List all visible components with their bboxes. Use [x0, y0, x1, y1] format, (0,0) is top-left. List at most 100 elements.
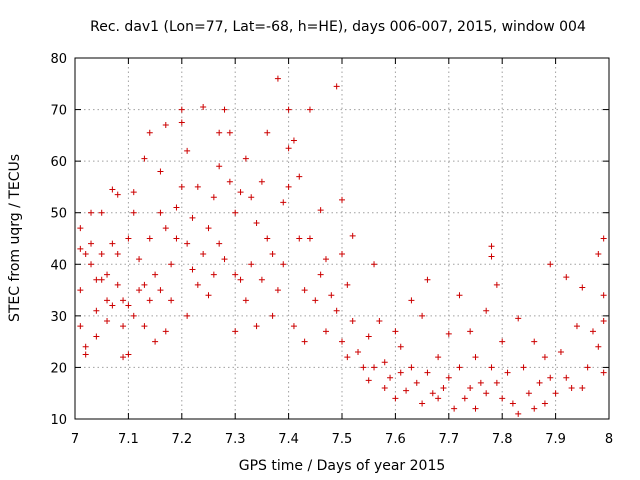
y-tick-label: 70: [50, 104, 67, 119]
data-point: [339, 250, 345, 257]
data-point: [109, 240, 116, 247]
data-point: [280, 199, 287, 206]
data-point: [365, 377, 372, 384]
data-point: [419, 400, 426, 407]
data-point: [141, 281, 148, 288]
data-point: [531, 338, 538, 345]
data-point: [120, 297, 127, 304]
data-point: [242, 155, 249, 162]
data-point: [595, 250, 602, 257]
data-point: [472, 354, 479, 361]
data-point: [88, 209, 95, 216]
data-point: [120, 354, 127, 361]
x-tick-label: 7.9: [545, 432, 566, 447]
data-point: [515, 315, 522, 322]
data-point: [365, 333, 372, 340]
data-point: [451, 405, 458, 412]
data-point: [109, 302, 116, 309]
x-tick-label: 7.2: [171, 432, 192, 447]
data-point: [595, 343, 602, 350]
data-point: [178, 183, 185, 190]
data-point: [333, 83, 340, 90]
y-tick-label: 40: [50, 258, 67, 273]
data-point: [125, 351, 132, 358]
data-point: [499, 338, 506, 345]
data-point: [339, 338, 345, 345]
data-point: [253, 323, 260, 330]
data-point: [435, 354, 442, 361]
y-tick-label: 20: [50, 361, 67, 376]
data-point: [77, 287, 84, 294]
data-point: [125, 302, 132, 309]
data-point: [130, 189, 137, 196]
data-point: [125, 235, 132, 242]
data-point: [541, 354, 548, 361]
data-point: [515, 410, 522, 417]
data-points: [77, 75, 607, 417]
data-point: [600, 292, 607, 299]
data-point: [392, 395, 399, 402]
data-point: [296, 235, 303, 242]
data-point: [541, 400, 548, 407]
y-tick-labels: 10 20 30 40 50 60 70 80: [50, 52, 67, 428]
data-point: [392, 328, 399, 335]
data-point: [488, 364, 495, 371]
data-point: [269, 250, 276, 257]
data-point: [152, 271, 159, 278]
data-point: [237, 276, 244, 283]
data-point: [114, 281, 121, 288]
data-point: [547, 374, 554, 381]
data-point: [178, 106, 185, 113]
data-point: [403, 387, 410, 394]
data-point: [136, 256, 143, 263]
data-point: [429, 390, 436, 397]
data-point: [210, 271, 217, 278]
data-point: [130, 312, 137, 319]
y-tick-label: 50: [50, 207, 67, 222]
x-tick-label: 7.6: [385, 432, 406, 447]
data-point: [488, 243, 495, 250]
x-tick-label: 7.5: [332, 432, 353, 447]
data-point: [221, 106, 228, 113]
data-point: [216, 129, 223, 136]
data-point: [328, 292, 335, 299]
data-point: [189, 266, 196, 273]
data-point: [258, 276, 265, 283]
x-tick-labels: 7 7.1 7.2 7.3 7.4 7.5 7.6 7.7 7.8 7.9 8: [71, 432, 613, 447]
data-point: [205, 292, 212, 299]
data-point: [360, 364, 367, 371]
data-point: [296, 173, 303, 180]
data-point: [184, 312, 191, 319]
data-point: [173, 204, 180, 211]
data-point: [397, 369, 404, 376]
data-point: [120, 323, 127, 330]
data-point: [226, 129, 233, 136]
data-point: [467, 328, 474, 335]
data-point: [306, 235, 313, 242]
data-point: [349, 318, 356, 325]
data-point: [157, 209, 164, 216]
data-point: [264, 235, 271, 242]
data-point: [141, 155, 148, 162]
data-point: [264, 129, 271, 136]
data-point: [248, 194, 255, 201]
data-point: [285, 106, 292, 113]
data-point: [563, 374, 570, 381]
data-point: [93, 333, 100, 340]
data-point: [248, 261, 255, 268]
data-point: [424, 369, 431, 376]
data-point: [306, 106, 313, 113]
data-point: [408, 364, 415, 371]
x-tick-label: 7.8: [492, 432, 513, 447]
data-point: [531, 405, 538, 412]
x-tick-label: 7.3: [225, 432, 246, 447]
data-point: [189, 214, 196, 221]
data-point: [547, 261, 554, 268]
data-point: [226, 178, 233, 185]
data-point: [493, 281, 500, 288]
data-point: [322, 256, 329, 263]
data-point: [232, 209, 239, 216]
y-tick-label: 30: [50, 310, 67, 325]
data-point: [456, 292, 463, 299]
data-point: [424, 276, 431, 283]
